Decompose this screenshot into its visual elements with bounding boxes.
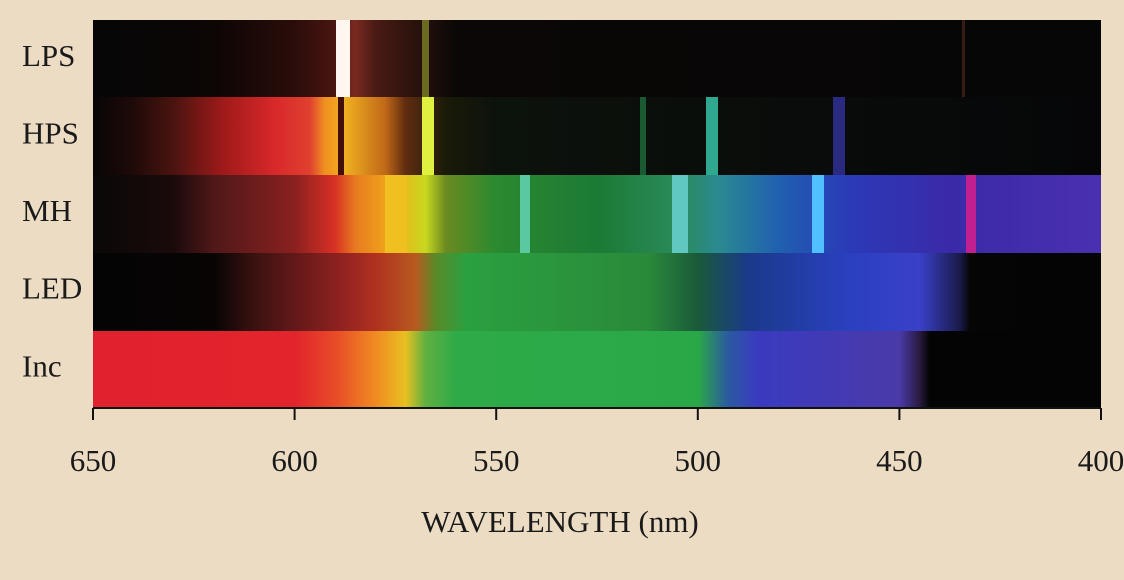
row-label: LPS [22, 38, 75, 73]
spectra [93, 20, 1101, 408]
spectral-line [812, 175, 824, 253]
row-label: Inc [22, 348, 62, 383]
spectral-line [833, 97, 845, 175]
x-tick-label: 500 [675, 443, 722, 478]
led-band [93, 253, 1101, 331]
spectral-line [672, 175, 688, 253]
x-tick-label: 550 [473, 443, 520, 478]
spectral-line [640, 97, 646, 175]
x-axis-label: WAVELENGTH (nm) [421, 504, 699, 539]
spectral-line [962, 20, 965, 97]
row-label: HPS [22, 116, 79, 151]
spectral-line [520, 175, 530, 253]
inc-band [93, 331, 1101, 408]
spectral-line [338, 97, 344, 175]
mh-band [93, 175, 1101, 253]
row-label: LED [22, 271, 82, 306]
x-tick-label: 650 [70, 443, 117, 478]
lps-band [93, 20, 1101, 97]
spectral-line [336, 20, 350, 97]
row-label: MH [22, 193, 72, 228]
chart: WAVELENGTH (nm) LPS HPS MH LED Inc 650 600 550 5… [0, 0, 1124, 580]
spectral-line [422, 20, 429, 97]
spectral-line [706, 97, 718, 175]
x-tick-label: 400 [1078, 443, 1124, 478]
spectral-line [385, 175, 407, 253]
hps-band [93, 97, 1101, 175]
spectral-line [966, 175, 976, 253]
spectral-line [422, 97, 434, 175]
x-tick-label: 600 [271, 443, 318, 478]
page: WAVELENGTH (nm) LPS HPS MH LED Inc 650 600 550 5… [0, 0, 1124, 580]
x-tick-label: 450 [876, 443, 923, 478]
